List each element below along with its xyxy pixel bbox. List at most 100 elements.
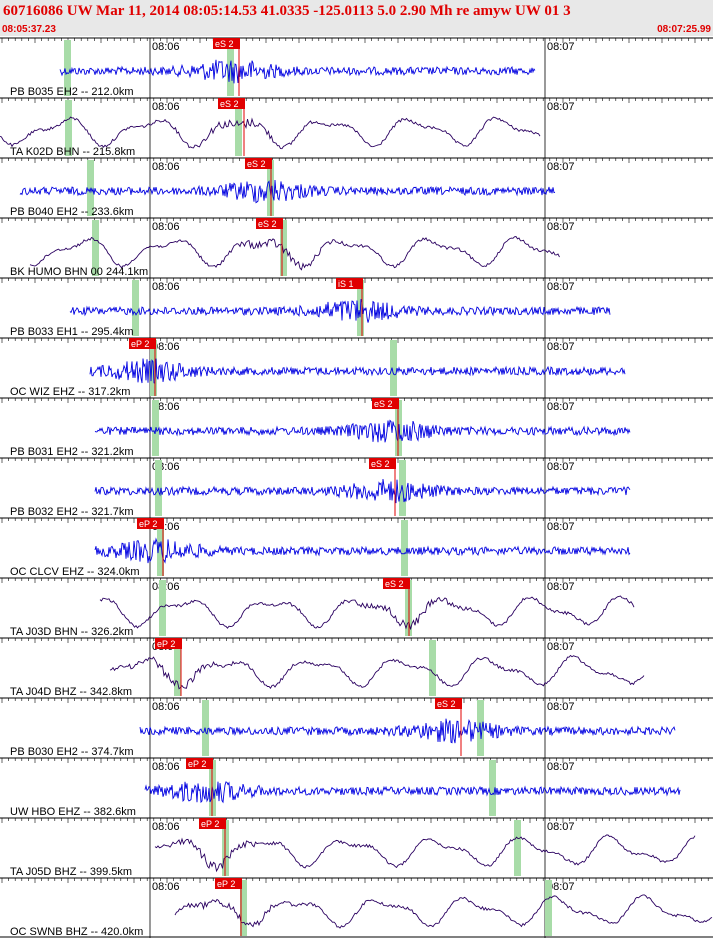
time-tick-label: 08:06	[152, 701, 180, 713]
pick-box	[435, 698, 462, 709]
waveform	[174, 894, 713, 929]
pick-box	[129, 338, 156, 349]
pick-box	[155, 638, 182, 649]
waveform	[139, 718, 676, 744]
phase-window	[92, 220, 99, 276]
time-tick-label: 08:07	[547, 821, 575, 833]
pick-box	[186, 758, 213, 769]
pick-label: eS 2	[437, 699, 456, 709]
pick-label: eP 2	[188, 759, 206, 769]
time-tick-label: 08:07	[547, 281, 575, 293]
pick-box	[383, 578, 410, 589]
station-label: OC CLCV EHZ -- 324.0km	[10, 566, 140, 578]
phase-window	[401, 520, 408, 576]
phase-window	[489, 760, 496, 816]
phase-window	[545, 880, 552, 936]
phase-window	[429, 640, 436, 696]
time-tick-label: 08:06	[152, 221, 180, 233]
time-tick-label: 08:07	[547, 401, 575, 413]
station-label: UW HBO EHZ -- 382.6km	[10, 806, 136, 818]
pick-box	[256, 218, 283, 229]
time-tick-label: 08:06	[152, 881, 180, 893]
phase-window	[132, 280, 139, 336]
phase-window	[159, 580, 166, 636]
station-label: PB B040 EH2 -- 233.6km	[10, 206, 134, 218]
station-label: TA K02D BHN -- 215.8km	[10, 146, 135, 158]
pick-label: iS 1	[338, 279, 354, 289]
waveform	[59, 59, 536, 84]
time-tick-label: 08:07	[547, 881, 575, 893]
station-label: PB B035 EH2 -- 212.0km	[10, 86, 134, 98]
phase-window	[280, 220, 287, 276]
station-label: TA J04D BHZ -- 342.8km	[10, 686, 132, 698]
time-tick-label: 08:07	[547, 221, 575, 233]
time-tick-label: 08:06	[152, 821, 180, 833]
station-label: TA J05D BHZ -- 399.5km	[10, 866, 132, 878]
time-tick-label: 08:07	[547, 581, 575, 593]
pick-label: eS 2	[371, 459, 390, 469]
end-time: 08:07:25.99	[657, 24, 711, 35]
station-label: OC WIZ EHZ -- 317.2km	[10, 386, 130, 398]
waveform	[109, 654, 645, 690]
pick-box	[213, 38, 240, 49]
waveform	[0, 116, 541, 150]
pick-box	[199, 818, 226, 829]
station-label: PB B030 EH2 -- 374.7km	[10, 746, 134, 758]
station-label: PB B031 EH2 -- 321.2km	[10, 446, 134, 458]
station-label: BK HUMO BHN 00 244.1km	[10, 266, 148, 278]
phase-window	[235, 100, 242, 156]
pick-box	[215, 878, 242, 889]
time-tick-label: 08:07	[547, 461, 575, 473]
time-tick-label: 08:07	[547, 101, 575, 113]
start-time: 08:05:37.23	[2, 24, 56, 35]
time-tick-label: 08:06	[152, 761, 180, 773]
waveform	[94, 419, 631, 443]
station-label: PB B032 EH2 -- 321.7km	[10, 506, 134, 518]
time-tick-label: 08:07	[547, 521, 575, 533]
time-tick-label: 08:07	[547, 761, 575, 773]
waveform	[144, 781, 681, 804]
phase-window	[157, 520, 164, 576]
pick-label: eP 2	[201, 819, 219, 829]
pick-label: eS 2	[215, 39, 234, 49]
waveform	[94, 537, 631, 564]
waveform	[99, 595, 635, 630]
pick-label: eS 2	[220, 99, 239, 109]
pick-box	[218, 98, 245, 109]
waveform	[69, 299, 611, 323]
phase-window	[514, 820, 521, 876]
pick-label: eP 2	[217, 879, 235, 889]
time-tick-label: 08:06	[152, 101, 180, 113]
pick-box	[245, 158, 272, 169]
pick-label: eS 2	[247, 159, 266, 169]
waveform	[154, 834, 696, 873]
waveform	[19, 179, 556, 204]
time-tick-label: 08:07	[547, 161, 575, 173]
pick-label: eS 2	[385, 579, 404, 589]
pick-label: eP 2	[131, 339, 149, 349]
pick-box	[336, 278, 363, 289]
phase-window	[240, 880, 247, 936]
time-tick-label: 08:06	[152, 41, 180, 53]
pick-label: eP 2	[139, 519, 157, 529]
pick-label: eS 2	[258, 219, 277, 229]
time-tick-label: 08:07	[547, 701, 575, 713]
time-tick-label: 08:07	[547, 41, 575, 53]
phase-window	[390, 340, 397, 396]
pick-box	[369, 458, 396, 469]
time-tick-label: 08:06	[152, 161, 180, 173]
phase-window	[64, 40, 71, 96]
event-title: 60716086 UW Mar 11, 2014 08:05:14.53 41.…	[3, 3, 571, 19]
pick-label: eP 2	[157, 639, 175, 649]
time-tick-label: 08:07	[547, 341, 575, 353]
station-label: OC SWNB BHZ -- 420.0km	[10, 926, 143, 938]
station-label: PB B033 EH1 -- 295.4km	[10, 326, 134, 338]
phase-window	[155, 460, 162, 516]
pick-box	[137, 518, 164, 529]
station-label: TA J03D BHN -- 326.2km	[10, 626, 133, 638]
time-tick-label: 08:06	[152, 281, 180, 293]
time-tick-label: 08:06	[152, 341, 180, 353]
phase-window	[65, 100, 72, 156]
header-bar	[0, 0, 713, 36]
